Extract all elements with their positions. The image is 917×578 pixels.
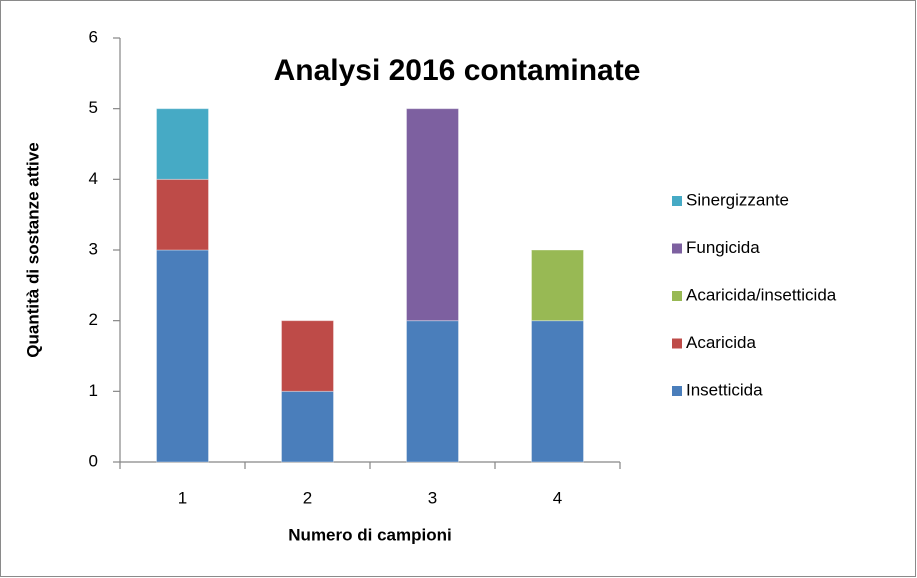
x-tick-label: 1: [178, 488, 187, 507]
y-tick-label: 5: [89, 98, 98, 117]
y-axis-label: Quantità di sostanze attive: [23, 142, 42, 357]
x-axis-label: Numero di campioni: [288, 525, 451, 544]
y-tick-label: 3: [89, 239, 98, 258]
chart-title: Analysi 2016 contaminate: [274, 54, 641, 87]
bar-segment: [406, 320, 459, 463]
legend-label: Insetticida: [686, 380, 763, 399]
legend-swatch: [672, 196, 682, 206]
x-tick-label: 2: [303, 488, 312, 507]
legend-swatch: [672, 386, 682, 396]
bar-segment: [531, 249, 584, 322]
legend-swatch: [672, 291, 682, 301]
bar-segment: [531, 320, 584, 463]
y-tick-label: 2: [89, 310, 98, 329]
legend-swatch: [672, 338, 682, 349]
legend-label: Acaricida: [686, 333, 756, 352]
y-tick-label: 6: [89, 27, 98, 46]
legend-label: Sinergizzante: [686, 190, 789, 209]
bar-segment: [156, 249, 209, 463]
bar-segment: [281, 390, 334, 463]
bar-segment: [156, 178, 209, 251]
bar-segment: [156, 108, 209, 180]
bar-segment: [406, 108, 459, 322]
bar-segment: [281, 320, 334, 392]
legend-label: Acaricida/insetticida: [686, 285, 837, 304]
x-tick-label: 3: [428, 488, 437, 507]
y-tick-label: 1: [89, 381, 98, 400]
legend-label: Fungicida: [686, 238, 760, 257]
x-tick-label: 4: [553, 488, 562, 507]
y-tick-label: 4: [89, 169, 98, 188]
legend-swatch: [672, 243, 682, 254]
y-tick-label: 0: [89, 451, 98, 470]
